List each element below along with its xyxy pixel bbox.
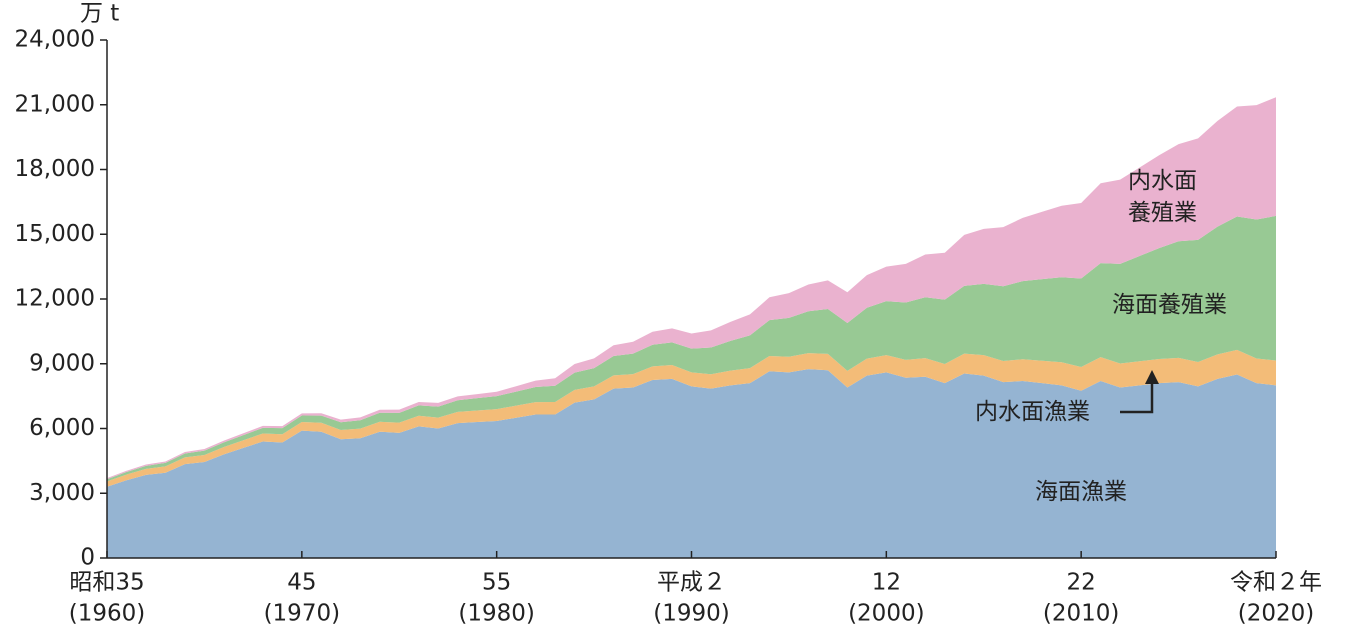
series-label: 海面漁業 (1035, 479, 1127, 505)
y-tick-label: 0 (80, 545, 95, 571)
area (107, 369, 1276, 558)
y-tick-label: 18,000 (15, 156, 95, 182)
x-tick-label: 平成２ (657, 570, 726, 596)
x-tick-label: (1970) (264, 601, 340, 627)
y-unit: 万 t (80, 1, 119, 27)
y-tick-label: 21,000 (15, 91, 95, 117)
x-tick-label: 55 (482, 570, 511, 596)
x-tick-label: (1990) (653, 601, 729, 627)
x-tick-label: 45 (287, 570, 316, 596)
series-label: 内水面漁業 (975, 399, 1090, 425)
area (107, 97, 1276, 480)
y-tick-label: 9,000 (29, 350, 95, 376)
y-tick-label: 12,000 (15, 286, 95, 312)
x-tick-label: 12 (872, 570, 901, 596)
x-tick-label: (2000) (848, 601, 924, 627)
y-tick-label: 6,000 (29, 415, 95, 441)
x-tick-label: (1980) (458, 601, 534, 627)
x-tick-label: (2020) (1238, 601, 1314, 627)
y-tick-label: 15,000 (15, 221, 95, 247)
arrow-head (1145, 370, 1159, 384)
x-tick-label: (1960) (69, 601, 145, 627)
annotation-arrow (1120, 380, 1154, 414)
series-label: 海面養殖業 (1112, 292, 1227, 318)
x-tick-label: 令和２年 (1230, 570, 1322, 596)
y-tick-label: 24,000 (15, 27, 95, 53)
y-tick-label: 3,000 (29, 480, 95, 506)
x-tick-label: (2010) (1043, 601, 1119, 627)
series-label: 内水面養殖業 (1128, 168, 1197, 226)
x-tick-label: 昭和35 (69, 570, 144, 596)
x-tick-label: 22 (1067, 570, 1096, 596)
area (107, 349, 1276, 487)
